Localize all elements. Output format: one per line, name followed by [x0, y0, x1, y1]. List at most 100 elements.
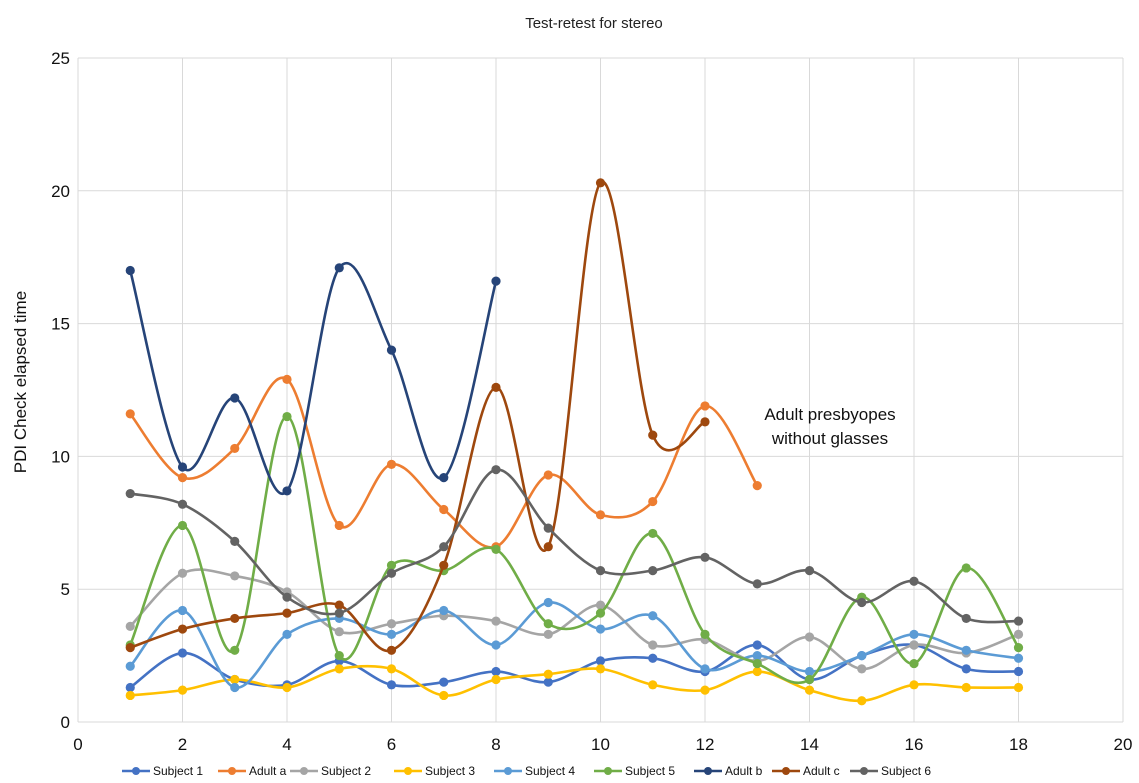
data-point	[177, 568, 188, 578]
data-point	[125, 488, 135, 499]
data-point	[1013, 666, 1024, 677]
data-point	[386, 459, 397, 469]
legend-item: Subject 2	[290, 764, 371, 778]
data-point	[230, 571, 240, 581]
x-tick-label: 14	[800, 735, 819, 754]
data-point	[439, 504, 449, 515]
data-point	[386, 680, 397, 690]
x-tick-label: 4	[282, 735, 291, 754]
data-point	[961, 645, 971, 655]
data-point	[386, 568, 397, 578]
data-point	[386, 619, 397, 629]
x-tick-label: 20	[1114, 735, 1133, 754]
data-point	[543, 669, 553, 679]
data-point	[1013, 643, 1024, 653]
data-point	[1013, 682, 1024, 693]
data-point	[491, 640, 501, 650]
x-tick-label: 12	[696, 735, 715, 754]
legend-swatch-marker	[404, 767, 412, 775]
legend-label: Subject 3	[425, 764, 475, 778]
legend-label: Adult a	[249, 764, 287, 778]
legend-label: Adult c	[803, 764, 840, 778]
data-point	[648, 566, 658, 576]
series-line	[129, 568, 1019, 671]
data-point	[439, 473, 449, 483]
data-point	[543, 597, 553, 608]
data-point	[700, 629, 710, 639]
data-point	[491, 616, 501, 626]
annotation-line-2: without glasses	[771, 429, 888, 448]
data-point	[282, 592, 292, 602]
series-subject-6	[125, 465, 1024, 626]
data-point	[1013, 616, 1024, 626]
legend-label: Subject 5	[625, 764, 675, 778]
data-point	[648, 640, 658, 650]
data-point	[230, 645, 240, 655]
data-point	[1013, 653, 1024, 663]
data-point	[961, 682, 971, 693]
data-point	[857, 696, 867, 706]
data-point	[961, 664, 971, 674]
data-point	[125, 265, 135, 276]
data-point	[543, 677, 553, 687]
data-point	[334, 600, 344, 610]
series-adult-a	[125, 374, 762, 552]
data-point	[543, 629, 553, 639]
data-point	[857, 664, 867, 674]
data-point	[230, 536, 240, 546]
legend-label: Subject 6	[881, 764, 931, 778]
data-point	[595, 600, 606, 610]
annotation-line-1: Adult presbyopes	[764, 405, 895, 424]
data-point	[386, 645, 397, 655]
data-point	[282, 608, 292, 618]
data-point	[491, 544, 501, 554]
legend-label: Subject 2	[321, 764, 371, 778]
data-point	[648, 496, 658, 507]
y-tick-label: 10	[51, 447, 70, 466]
legend-item: Subject 4	[494, 764, 575, 778]
data-point	[439, 690, 449, 701]
data-point	[230, 393, 240, 403]
data-point	[125, 643, 135, 653]
data-point	[595, 178, 606, 188]
data-point	[386, 664, 397, 674]
data-point	[230, 613, 240, 624]
series-subject-3	[125, 664, 1024, 706]
data-point	[334, 627, 344, 637]
grid-lines	[77, 57, 1124, 723]
data-point	[177, 462, 188, 472]
legend: Subject 1 Adult a Subject 2 Subject 3 Subjec…	[122, 764, 931, 778]
series-line	[130, 664, 1019, 703]
data-point	[230, 674, 240, 685]
y-axis-label: PDI Check elapsed time	[11, 291, 30, 473]
data-point	[909, 576, 919, 586]
series-adult-c	[125, 178, 710, 655]
x-tick-label: 8	[491, 735, 500, 754]
legend-swatch-marker	[504, 767, 512, 775]
data-point	[177, 499, 188, 509]
data-point	[648, 653, 658, 663]
data-point	[491, 465, 501, 475]
data-point	[334, 520, 344, 531]
data-point	[752, 666, 762, 677]
data-point	[230, 443, 240, 454]
data-point	[648, 430, 658, 440]
data-point	[857, 597, 867, 608]
data-point	[439, 542, 449, 552]
x-tick-label: 2	[178, 735, 187, 754]
legend-item: Subject 1	[122, 764, 203, 778]
data-point	[752, 651, 762, 661]
data-point	[1013, 629, 1024, 639]
legend-item: Subject 6	[850, 764, 931, 778]
y-tick-label: 0	[61, 713, 70, 732]
data-point	[543, 523, 553, 533]
data-point	[177, 624, 188, 634]
y-tick-label: 25	[51, 49, 70, 68]
data-point	[439, 605, 449, 616]
data-point	[125, 690, 135, 701]
legend-item: Adult a	[218, 764, 287, 778]
legend-item: Subject 3	[394, 764, 475, 778]
legend-label: Subject 1	[153, 764, 203, 778]
legend-swatch-marker	[782, 767, 790, 775]
data-point	[909, 658, 919, 669]
